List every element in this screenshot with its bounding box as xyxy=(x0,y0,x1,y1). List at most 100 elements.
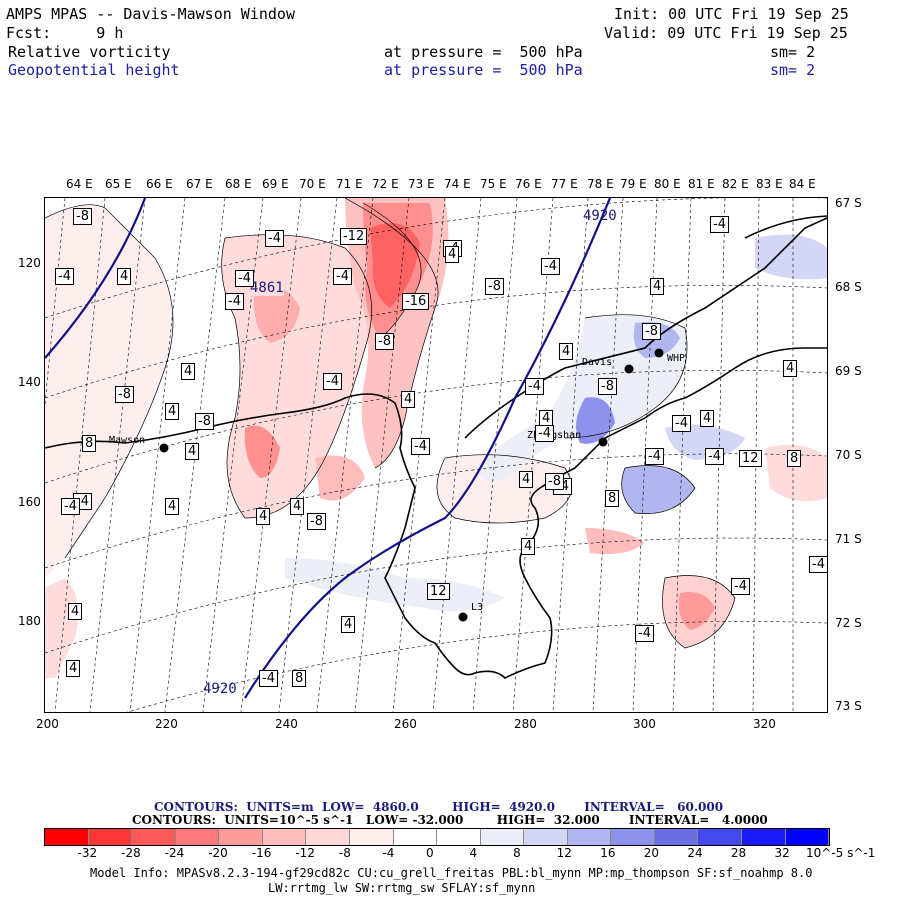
colorbar-swatch xyxy=(742,829,786,845)
vorticity-contour xyxy=(621,465,696,515)
vorticity-value-label: 4 xyxy=(401,391,416,408)
vorticity-value-label: 4 xyxy=(521,538,536,555)
lat-label: 70 S xyxy=(835,448,862,462)
x-tick-label: 280 xyxy=(514,717,537,731)
colorbar-swatch xyxy=(88,829,133,845)
lat-label: 72 S xyxy=(835,616,862,630)
vorticity-value-label: -4 xyxy=(265,230,284,247)
colorbar-swatch xyxy=(480,829,525,845)
colorbar-label: -20 xyxy=(208,846,228,860)
lon-label: 74 E xyxy=(444,177,471,191)
colorbar-swatch xyxy=(132,829,176,845)
model-info: Model Info: MPASv8.2.3-194-gf29cd82c CU:… xyxy=(90,866,813,880)
field1-level: at pressure = 500 hPa xyxy=(384,43,583,61)
vorticity-contour-info: CONTOURS: UNITS=10^-5 s^-1 LOW= -32.000 … xyxy=(132,813,768,827)
vorticity-value-label: -4 xyxy=(333,268,352,285)
station-dot xyxy=(458,612,468,622)
lon-label: 75 E xyxy=(480,177,507,191)
vorticity-value-label: 12 xyxy=(739,450,762,467)
height-label: 4920 xyxy=(583,208,617,224)
height-contour-info: CONTOURS: UNITS=m LOW= 4860.0 HIGH= 4920… xyxy=(154,800,724,814)
colorbar-label: -12 xyxy=(295,846,315,860)
station-name: L3 xyxy=(471,602,484,613)
lon-label: 80 E xyxy=(654,177,681,191)
station-name: Zhongshan xyxy=(527,430,582,441)
colorbar-label: 12 xyxy=(556,846,572,860)
colorbar-swatch xyxy=(219,829,263,845)
grid-line xyxy=(512,198,554,712)
lon-label: 72 E xyxy=(372,177,399,191)
lat-label: 71 S xyxy=(835,532,862,546)
lon-label: 78 E xyxy=(587,177,614,191)
lon-label: 67 E xyxy=(186,177,213,191)
stations xyxy=(159,348,664,622)
lon-label: 66 E xyxy=(146,177,173,191)
y-tick-label: 160 xyxy=(18,495,41,509)
vorticity-shade xyxy=(254,285,300,343)
x-tick-label: 240 xyxy=(275,717,298,731)
grid-line xyxy=(432,198,482,712)
physics-info: LW:rrtmg_lw SW:rrtmg_sw SFLAY:sf_mynn xyxy=(268,881,536,895)
height-contours xyxy=(45,198,612,699)
height-contour xyxy=(45,198,147,359)
vorticity-value-label: -8 xyxy=(485,278,504,295)
vorticity-shade xyxy=(576,397,615,444)
vorticity-value-label: 4 xyxy=(256,508,271,525)
colorbar-swatch xyxy=(262,829,307,845)
x-tick-label: 220 xyxy=(155,717,178,731)
vorticity-shade xyxy=(665,424,745,460)
grid-line xyxy=(240,198,302,712)
grid-line xyxy=(129,198,186,712)
field2-level: at pressure = 500 hPa xyxy=(384,61,583,79)
vorticity-contour xyxy=(45,204,174,559)
vorticity-value-label: 4 xyxy=(650,278,665,295)
colorbar-swatch xyxy=(654,829,699,845)
vorticity-value-label: -4 xyxy=(525,378,544,395)
vorticity-value-label: 4 xyxy=(181,363,196,380)
y-tick-label: 180 xyxy=(18,614,41,628)
station-dot xyxy=(624,364,634,374)
vorticity-value-label: -4 xyxy=(225,293,244,310)
vorticity-shade xyxy=(755,234,827,280)
vorticity-value-label: -8 xyxy=(642,323,661,340)
y-tick-label: 140 xyxy=(18,375,41,389)
vorticity-value-label: 4 xyxy=(66,660,81,677)
field1-name: Relative vorticity xyxy=(8,43,171,61)
map-canvas xyxy=(45,198,827,712)
lon-label: 84 E xyxy=(789,177,816,191)
station-dot xyxy=(159,443,169,453)
lon-label: 68 E xyxy=(225,177,252,191)
height-label: 4920 xyxy=(203,681,237,697)
vorticity-shade xyxy=(765,444,827,502)
vorticity-value-label: -4 xyxy=(259,670,278,687)
vorticity-value-label: -4 xyxy=(731,578,750,595)
colorbar-swatch xyxy=(393,829,438,845)
station-dot xyxy=(654,348,664,358)
lon-label: 64 E xyxy=(66,177,93,191)
grid-line xyxy=(392,198,446,712)
colorbar-swatch xyxy=(437,829,481,845)
vorticity-value-label: -4 xyxy=(55,268,74,285)
colorbar-swatch xyxy=(611,829,655,845)
lon-label: 77 E xyxy=(551,177,578,191)
vorticity-value-label: -8 xyxy=(195,413,214,430)
vorticity-value-label: -4 xyxy=(535,425,554,442)
vorticity-shade xyxy=(370,223,420,308)
vorticity-value-label: -4 xyxy=(710,216,729,233)
vorticity-value-label: -8 xyxy=(307,513,326,530)
vorticity-value-label: -8 xyxy=(115,386,134,403)
valid-time: Valid: 09 UTC Fri 19 Sep 25 xyxy=(604,24,848,42)
vorticity-shade xyxy=(437,454,572,523)
colorbar-swatch xyxy=(785,829,830,845)
grid-line xyxy=(552,198,589,712)
station-dot xyxy=(598,437,608,447)
grid-line xyxy=(316,198,374,712)
lon-label: 69 E xyxy=(262,177,289,191)
vorticity-value-label: -8 xyxy=(545,473,564,490)
vorticity-value-label: 4 xyxy=(559,343,574,360)
field1-smooth: sm= 2 xyxy=(770,43,816,61)
vorticity-value-label: 4 xyxy=(783,360,798,377)
lon-label: 71 E xyxy=(336,177,363,191)
colorbar-label: 8 xyxy=(513,846,521,860)
colorbar-label: -32 xyxy=(77,846,98,860)
